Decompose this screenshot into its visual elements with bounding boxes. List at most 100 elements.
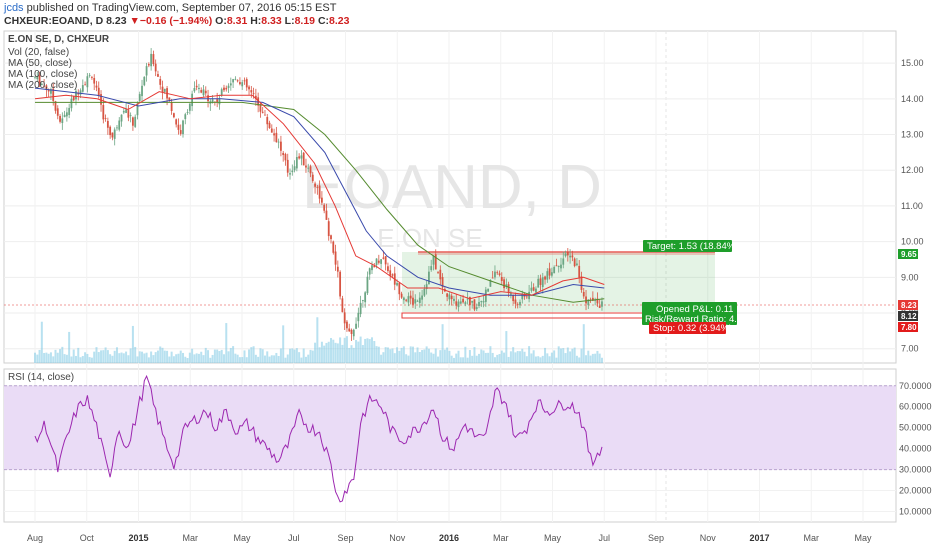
candle-body [578, 265, 581, 278]
volume-bar [47, 353, 50, 363]
volume-bar [525, 356, 528, 363]
volume-bar [136, 356, 139, 363]
candle-body [453, 298, 455, 301]
candle-body [275, 132, 278, 143]
volume-bar [248, 349, 251, 363]
candle-body [129, 115, 132, 116]
volume-bar [343, 337, 346, 363]
price-tick: 10.00 [901, 237, 924, 247]
price-pane[interactable] [3, 30, 897, 364]
candle-body [91, 77, 93, 78]
candle-body [36, 76, 39, 80]
candle-body [450, 295, 453, 300]
volume-bar [95, 347, 98, 363]
candle-body [52, 88, 55, 101]
volume-bar [250, 347, 253, 363]
volume-bar [318, 347, 321, 363]
author-link[interactable]: jcds [4, 2, 24, 14]
candle-body [359, 302, 362, 315]
volume-bar [364, 338, 367, 363]
candle-body [564, 253, 567, 257]
candle-body [163, 88, 166, 92]
candle-body [145, 66, 148, 76]
volume-bar [370, 337, 373, 363]
volume-bar [218, 351, 221, 363]
price-tick: 9.00 [901, 272, 919, 282]
candle-body [541, 277, 544, 288]
candle-body [532, 287, 535, 291]
volume-bar [571, 348, 574, 363]
volume-bar [489, 346, 492, 363]
candle-body [241, 82, 244, 87]
candle-body [40, 83, 43, 86]
volume-bar [200, 351, 203, 363]
volume-bar [81, 356, 84, 363]
volume-bar [507, 356, 510, 363]
candle-body [170, 102, 173, 111]
candle-body [598, 305, 601, 308]
volume-bar [409, 346, 412, 363]
candle-body [471, 300, 474, 303]
volume-bar [532, 350, 535, 363]
volume-bar [266, 351, 269, 363]
candle-body [591, 297, 594, 301]
volume-bar [548, 356, 551, 363]
rsi-axis[interactable]: 70.0000 60.0000 50.0000 40.0000 30.0000 20.00… [899, 381, 932, 517]
candle-body [505, 284, 508, 287]
candle-body [537, 278, 540, 288]
volume-bar [314, 342, 317, 363]
candle-body [364, 292, 367, 303]
rsi-tick: 30.0000 [899, 465, 932, 475]
candle-body [519, 301, 521, 306]
volume-bar [106, 350, 109, 363]
volume-bar [352, 347, 355, 363]
candle-body [154, 63, 157, 72]
volume-bar [585, 355, 588, 363]
volume-bar [427, 348, 430, 363]
volume-bar [125, 351, 128, 363]
volume-bar [134, 346, 137, 363]
volume-bar [204, 347, 207, 363]
candle-body [264, 114, 266, 116]
pl-label: Opened P&L: 0.11 [656, 304, 733, 315]
close-label: C: [317, 15, 330, 27]
volume-bar [345, 336, 348, 363]
candle-body [202, 89, 205, 96]
volume-bar [202, 355, 205, 363]
candle-body [63, 114, 66, 118]
candle-body [273, 133, 275, 136]
pl-label-box[interactable] [642, 302, 737, 325]
volume-bar [421, 350, 424, 363]
candle-body [480, 301, 483, 303]
candle-body [127, 110, 130, 118]
volume-bar [100, 350, 103, 363]
stop-price-badge [898, 322, 918, 332]
time-tick: Jul [598, 533, 610, 543]
volume-bar [402, 346, 405, 363]
stop-label-box[interactable] [649, 322, 726, 334]
candle-body [216, 99, 219, 103]
target-label-box[interactable] [643, 240, 732, 252]
volume-bar [36, 354, 39, 363]
time-axis[interactable]: Aug Oct 2015 Mar May Jul Sep Nov 2016 Mar May Jul Se… [27, 533, 872, 543]
candle-body [402, 297, 405, 301]
volume-bar [61, 346, 64, 363]
time-tick: May [544, 533, 562, 543]
time-tick: Nov [700, 533, 717, 543]
candle-body [327, 221, 330, 237]
candle-body [336, 266, 339, 272]
volume-bar [455, 353, 458, 363]
candle-body [469, 296, 471, 306]
candle-body [43, 85, 46, 87]
volume-bar [311, 350, 314, 363]
volume-bar [514, 352, 517, 363]
candle-body [298, 156, 301, 159]
candle-body [566, 252, 569, 256]
candle-body [548, 268, 551, 276]
time-tick: May [854, 533, 872, 543]
volume-bar [396, 347, 399, 363]
candle-body [334, 251, 337, 265]
volume-bar [539, 357, 542, 363]
time-tick: Mar [183, 533, 199, 543]
